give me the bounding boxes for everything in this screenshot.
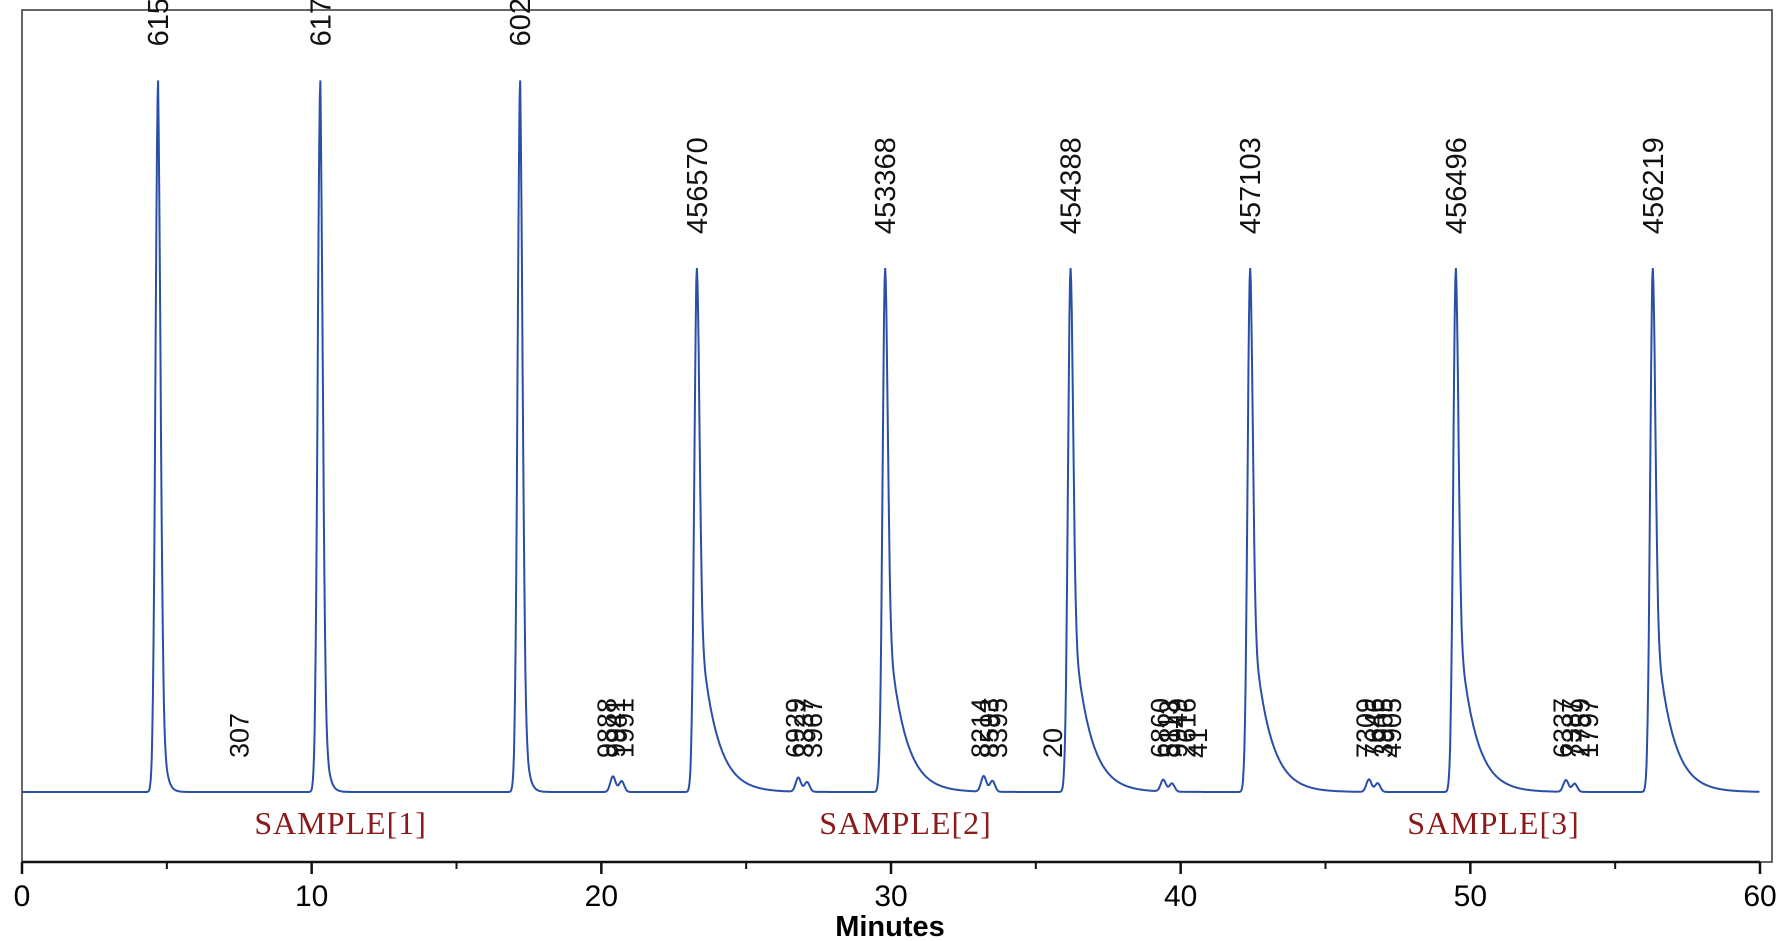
peak-labels: 615135 617668 602383 456570 453368 454388 4571… (143, 0, 1670, 234)
minor-peak-label: 9949 (1163, 698, 1193, 758)
minor-peak-label: 7387 (1557, 698, 1587, 758)
minor-peak-label: 8593 (974, 698, 1004, 758)
peak-label: 456219 (1638, 137, 1670, 234)
sample-label: SAMPLE[2] (819, 805, 992, 841)
peak-label: 453368 (870, 137, 902, 234)
minor-peak-label: 3905 (1368, 698, 1398, 758)
x-tick-label: 20 (585, 880, 618, 913)
x-tick-label: 40 (1164, 880, 1197, 913)
minor-peak-label: 3337 (789, 698, 819, 758)
x-tick-label: 60 (1743, 880, 1776, 913)
peak-label: 456496 (1441, 137, 1473, 234)
minor-peak-label: 8214 (966, 698, 996, 758)
chromatogram-trace (22, 80, 1760, 793)
peak-label: 617668 (305, 0, 337, 46)
minor-peak-label: 6860 (1145, 698, 1175, 758)
minor-peak-label: 7646 (1360, 698, 1390, 758)
minor-peak-label: 9888 (592, 698, 622, 758)
minor-peak-label: 7309 (1351, 698, 1381, 758)
minor-peak-label: 1991 (610, 698, 640, 758)
minor-peak-label: 3395 (983, 698, 1013, 758)
x-tick-label: 30 (874, 880, 907, 913)
peak-label: 456570 (682, 137, 714, 234)
peak-label: 454388 (1056, 137, 1088, 234)
peak-label: 615135 (143, 0, 175, 46)
minor-peak-label: 9941 (601, 698, 631, 758)
minor-peak-label: 5113 (1154, 700, 1184, 758)
minor-peak-label: 41 (1183, 728, 1213, 758)
sample-label: SAMPLE[3] (1407, 805, 1580, 841)
x-tick-label: 10 (295, 880, 328, 913)
minor-peak-label: 307 (224, 713, 254, 758)
minor-peak-label: 2759 (1565, 698, 1595, 758)
peak-label: 457103 (1235, 137, 1267, 234)
minor-peak-label: 2616 (1171, 698, 1201, 758)
minor-peak-label: 6337 (1548, 698, 1578, 758)
x-tick-label: 50 (1454, 880, 1487, 913)
x-axis-title: Minutes (835, 911, 945, 941)
minor-peak-label: 6929 (780, 698, 810, 758)
minor-peak-label: 20 (1038, 728, 1068, 758)
peak-label: 602383 (505, 0, 537, 46)
x-axis-tick-labels: 0 10 20 30 40 50 60 (14, 880, 1777, 913)
minor-peak-label: 3967 (798, 698, 828, 758)
minor-peak-label: 1797 (1574, 698, 1604, 758)
sample-annotations: SAMPLE[1] SAMPLE[2] SAMPLE[3] (254, 805, 1580, 841)
x-tick-label: 0 (14, 880, 31, 913)
minor-peak-label: 4905 (1377, 698, 1407, 758)
x-axis-ticks (20, 862, 1762, 874)
sample-label: SAMPLE[1] (254, 805, 427, 841)
